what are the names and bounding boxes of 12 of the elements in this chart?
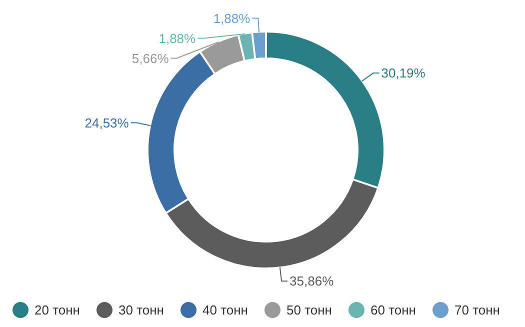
legend-label: 40 тонн	[202, 302, 248, 318]
legend-label: 50 тонн	[286, 302, 332, 318]
data-label: 35,86%	[290, 274, 334, 289]
legend-label: 20 тонн	[34, 302, 80, 318]
data-label: 30,19%	[381, 66, 426, 81]
data-label: 5,66%	[132, 50, 170, 66]
legend-label: 60 тонн	[370, 302, 416, 318]
data-label: 24,53%	[84, 115, 130, 130]
data-label: 1,88%	[158, 30, 196, 46]
data-label: 1,88%	[213, 10, 251, 26]
legend-label: 70 тонн	[454, 302, 500, 318]
legend-label: 30 тонн	[118, 302, 164, 318]
